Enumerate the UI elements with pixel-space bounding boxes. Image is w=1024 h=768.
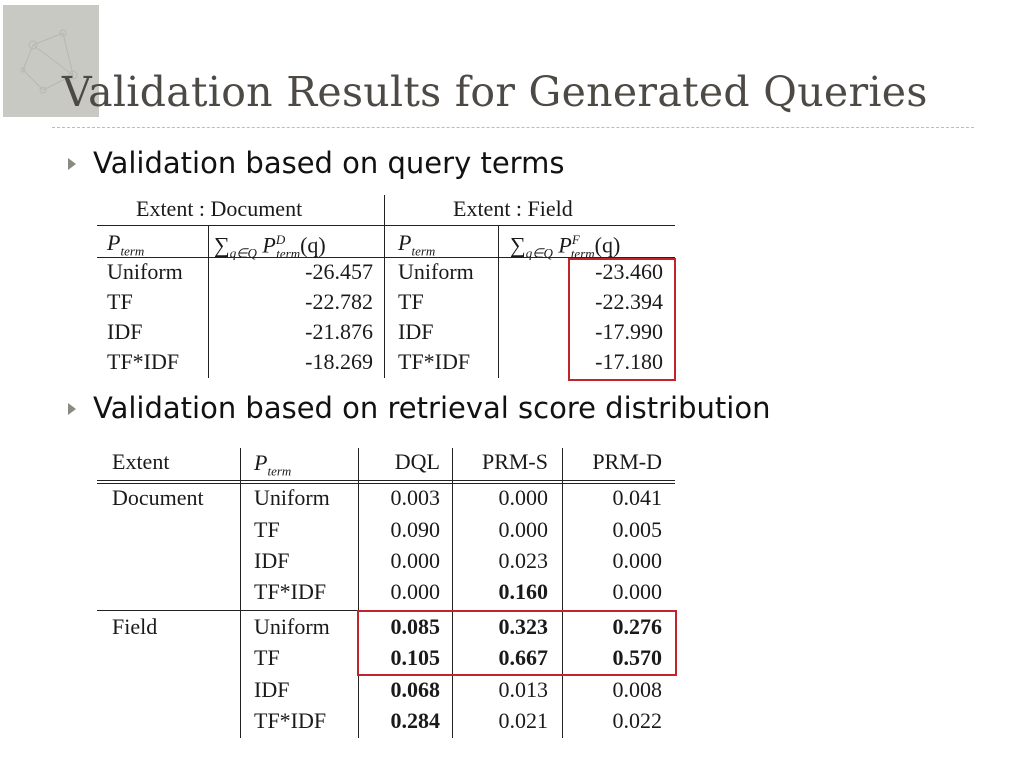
slide-title: Validation Results for Generated Queries xyxy=(62,68,928,116)
table2-cell: 0.000 xyxy=(498,485,549,510)
table2-cell-bold: 0.570 xyxy=(612,645,663,670)
table2-divider-4 xyxy=(562,448,563,738)
header-pterm-field: Pterm xyxy=(398,230,436,259)
table1-row-label: TF xyxy=(398,289,424,314)
table1-row-label: IDF xyxy=(398,319,434,344)
table2-divider-3 xyxy=(452,448,453,738)
field-values-highlight xyxy=(568,258,676,381)
table2-cell: 0.021 xyxy=(498,708,549,733)
table2-cell-bold: 0.284 xyxy=(390,708,441,733)
table1-row-label: IDF xyxy=(107,319,143,344)
header-sum-doc: ∑q∈Q PDterm(q) xyxy=(214,232,326,261)
table2-cell-bold: 0.105 xyxy=(390,645,441,670)
table2-row-label: TF xyxy=(254,645,280,670)
table2-divider-2 xyxy=(358,448,359,738)
table1-cell: -22.782 xyxy=(305,289,373,314)
table1-cell: -18.269 xyxy=(305,349,373,374)
table2-row-label: TF*IDF xyxy=(254,579,327,604)
table2-cell-bold: 0.085 xyxy=(390,614,441,639)
field-results-highlight xyxy=(357,610,677,676)
table2-divider-1 xyxy=(240,448,241,738)
table2-cell: 0.000 xyxy=(390,579,441,604)
bullet-arrow-icon xyxy=(68,403,76,415)
table2-row-label: IDF xyxy=(254,548,290,573)
table2-cell: 0.023 xyxy=(498,548,549,573)
table1-cell: -23.460 xyxy=(595,259,663,284)
table1-row-label: Uniform xyxy=(107,259,183,284)
bullet-arrow-icon xyxy=(68,158,76,170)
table1-row-label: Uniform xyxy=(398,259,474,284)
table1-doc-divider xyxy=(208,226,209,378)
bullet-score-distribution: Validation based on retrieval score dist… xyxy=(93,391,771,425)
table2-cell: 0.022 xyxy=(612,708,663,733)
table1-row-label: TF*IDF xyxy=(107,349,180,374)
table2-cell-bold: 0.667 xyxy=(498,645,549,670)
table2-cell: 0.003 xyxy=(390,485,441,510)
table2-cell: 0.013 xyxy=(498,677,549,702)
group-header-document: Extent : Document xyxy=(136,196,303,221)
decorative-pattern-icon xyxy=(20,29,78,94)
header-sum-field: ∑q∈Q PFterm(q) xyxy=(510,232,621,261)
group-label-document: Document xyxy=(112,485,204,510)
table2-cell-bold: 0.323 xyxy=(498,614,549,639)
header-prm-s: PRM-S xyxy=(481,449,548,474)
table2-row-label: Uniform xyxy=(254,485,330,510)
table2-row-label: TF*IDF xyxy=(254,708,327,733)
table2-cell: 0.090 xyxy=(390,517,441,542)
table1-center-divider xyxy=(384,195,385,378)
table1-row-label: TF*IDF xyxy=(398,349,471,374)
header-pterm: Pterm xyxy=(254,450,292,479)
table2-header-rule-2 xyxy=(97,483,675,484)
table2-row-label: TF xyxy=(254,517,280,542)
header-dql: DQL xyxy=(394,449,440,474)
title-divider xyxy=(52,127,974,128)
table2-cell-bold: 0.276 xyxy=(612,614,663,639)
table2-cell: 0.000 xyxy=(612,548,663,573)
header-extent: Extent xyxy=(112,449,170,474)
table1-header-rule xyxy=(97,257,675,258)
header-pterm-doc: Pterm xyxy=(107,230,145,259)
table1-cell: -26.457 xyxy=(305,259,373,284)
table2-cell: 0.000 xyxy=(498,517,549,542)
group-label-field: Field xyxy=(112,614,158,639)
table2-header-rule-1 xyxy=(97,480,675,481)
table1-group-rule xyxy=(97,225,675,226)
table2-row-label: IDF xyxy=(254,677,290,702)
table2-cell: 0.005 xyxy=(612,517,663,542)
table2-row-label: Uniform xyxy=(254,614,330,639)
bullet-query-terms: Validation based on query terms xyxy=(93,146,565,180)
group-header-field: Extent : Field xyxy=(453,196,573,221)
table2-cell: 0.008 xyxy=(612,677,663,702)
table1-cell: -22.394 xyxy=(595,289,663,314)
table1-cell: -17.990 xyxy=(595,319,663,344)
table1-cell: -21.876 xyxy=(305,319,373,344)
table1-field-divider xyxy=(498,226,499,378)
table2-cell-bold: 0.068 xyxy=(390,677,441,702)
table2-cell: 0.041 xyxy=(612,485,663,510)
table2-cell: 0.000 xyxy=(390,548,441,573)
corner-decoration xyxy=(3,5,99,117)
table1-cell: -17.180 xyxy=(595,349,663,374)
table2-cell: 0.000 xyxy=(612,579,663,604)
table1-row-label: TF xyxy=(107,289,133,314)
table2-cell-bold: 0.160 xyxy=(498,579,549,604)
header-prm-d: PRM-D xyxy=(592,449,662,474)
